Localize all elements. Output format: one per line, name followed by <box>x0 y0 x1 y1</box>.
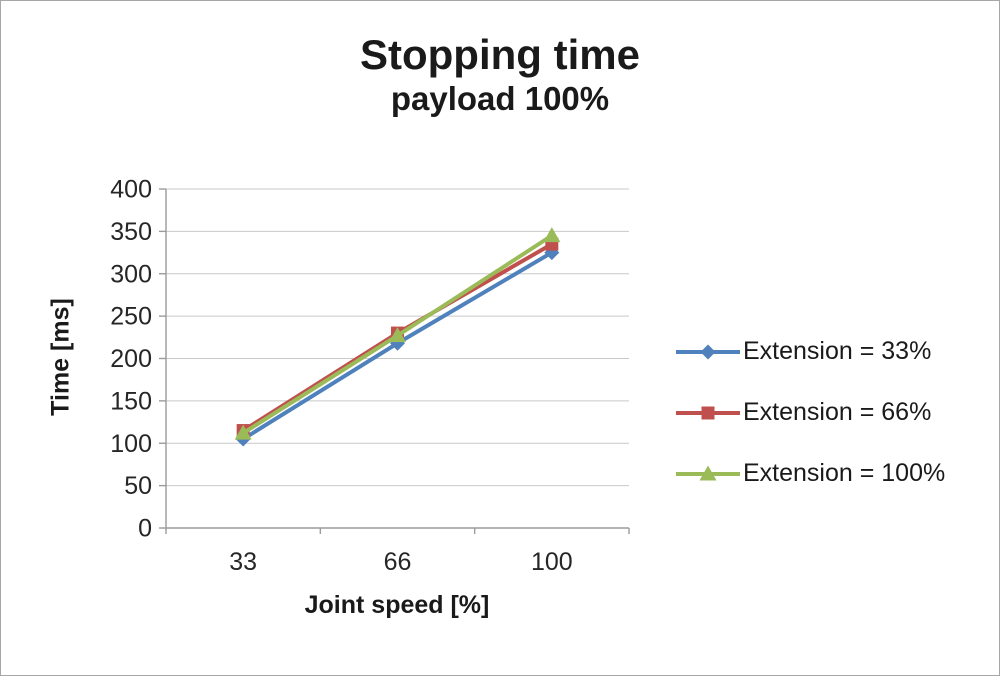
data-point-marker <box>389 327 406 343</box>
y-tick-label: 200 <box>110 345 152 373</box>
y-tick-label: 0 <box>138 515 152 543</box>
legend-marker-icon <box>701 406 715 419</box>
legend-marker-icon <box>699 465 717 480</box>
y-tick-label: 300 <box>110 260 152 288</box>
chart-legend: Extension = 33% Extension = 66% Extension … <box>675 337 945 488</box>
y-tick-label: 150 <box>110 387 152 415</box>
chart-subtitle: payload 100% <box>390 80 610 118</box>
x-tick-label: 33 <box>229 548 257 576</box>
legend-label: Extension = 100% <box>743 459 946 487</box>
data-point-marker <box>234 424 252 440</box>
legend-item: Extension = 66% <box>675 398 945 427</box>
x-tick-label: 100 <box>531 548 573 576</box>
y-tick-label: 350 <box>110 218 152 246</box>
y-tick-label: 400 <box>110 176 152 204</box>
y-tick-label: 100 <box>110 430 152 458</box>
legend-item: Extension = 33% <box>675 337 945 366</box>
x-axis-title: Joint speed [%] <box>304 591 490 619</box>
legend-label: Extension = 33% <box>743 337 932 365</box>
data-point-marker <box>543 227 561 243</box>
legend-label: Extension = 66% <box>743 398 932 426</box>
title-block: Stopping time payload 100% <box>1 31 999 119</box>
legend-key-icon <box>676 344 740 359</box>
legend-item: Extension = 100% <box>675 459 945 488</box>
legend-marker-icon <box>700 344 716 359</box>
chart-title: Stopping time <box>360 31 640 78</box>
legend-key-icon <box>676 406 740 419</box>
x-tick-label: 66 <box>384 548 412 576</box>
y-tick-label: 50 <box>124 472 152 500</box>
legend-key-icon <box>676 465 740 480</box>
y-tick-label: 250 <box>110 303 152 331</box>
